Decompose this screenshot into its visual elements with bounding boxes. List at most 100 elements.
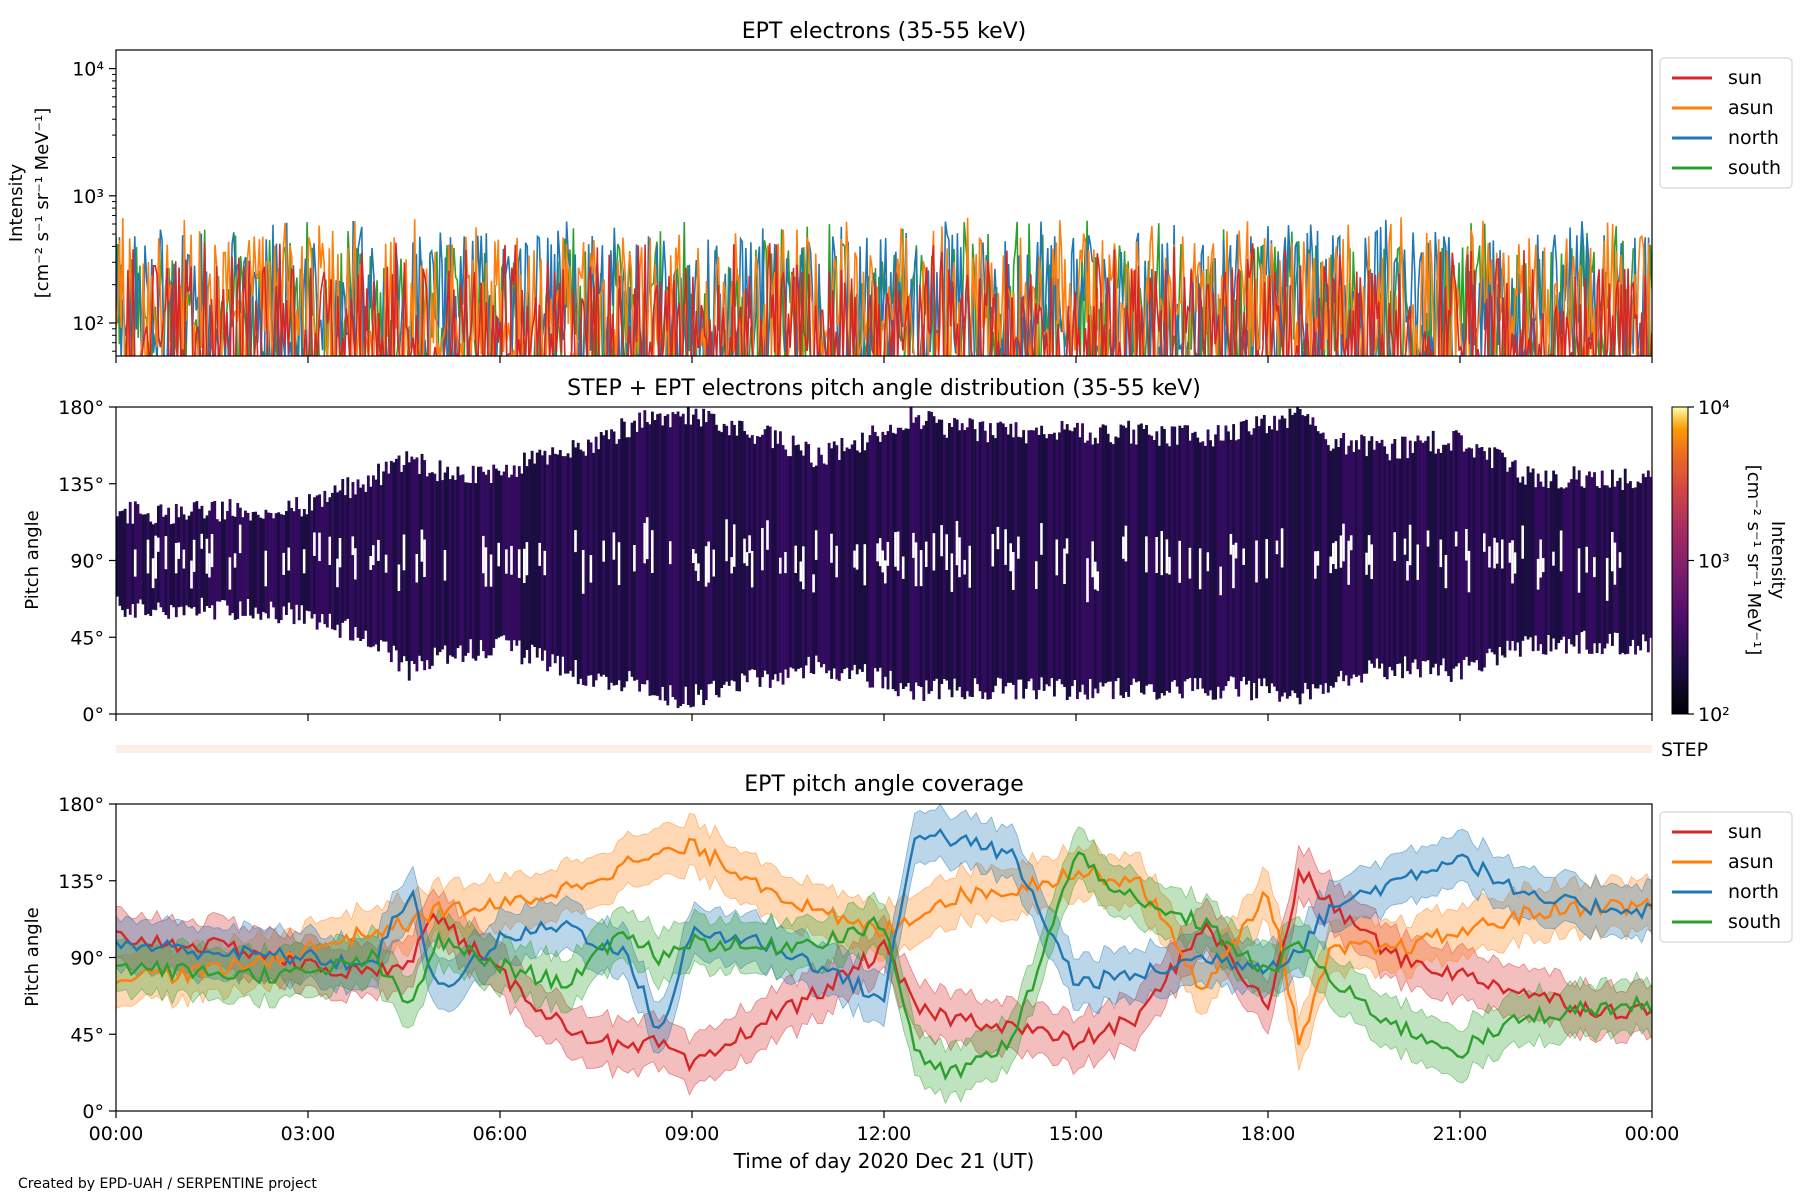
heatmap-column [325, 502, 329, 628]
heatmap-column [277, 512, 281, 624]
heatmap-column [1324, 439, 1328, 684]
heatmap-column [1472, 457, 1476, 663]
heatmap-column [837, 460, 841, 681]
heatmap-column [553, 453, 557, 664]
y-tick-label: 90° [70, 551, 104, 573]
heatmap-column [333, 485, 337, 631]
heatmap-column [413, 459, 416, 664]
heatmap-column [822, 463, 826, 665]
heatmap-column [1196, 437, 1200, 690]
heatmap-column [571, 440, 575, 677]
heatmap-column [797, 444, 800, 669]
heatmap-column [684, 424, 688, 687]
y-tick-label: 0° [82, 1101, 104, 1123]
heatmap-gap [182, 549, 186, 569]
heatmap-column [441, 480, 444, 650]
heatmap-column [1096, 443, 1100, 694]
heatmap-column [305, 514, 309, 611]
heatmap-gap [384, 554, 388, 573]
heatmap-column [1600, 470, 1604, 655]
heatmap-gap [1009, 543, 1013, 572]
heatmap-column [569, 457, 572, 671]
heatmap-column [1411, 452, 1415, 663]
heatmap-column [1216, 425, 1220, 687]
heatmap-gap [958, 537, 962, 578]
heatmap-column [1073, 427, 1077, 680]
heatmap-column [1631, 488, 1635, 640]
heatmap-gap [1342, 523, 1346, 562]
heatmap-column [843, 451, 846, 670]
heatmap-column [446, 466, 450, 664]
heatmap-column [459, 475, 462, 646]
heatmap-gap [543, 550, 547, 576]
heatmap-column [410, 456, 414, 661]
heatmap-column [1454, 430, 1458, 667]
heatmap-column [994, 438, 997, 686]
heatmap-gap [1467, 550, 1471, 593]
heatmap-gap [1035, 561, 1038, 589]
heatmap-column [1229, 439, 1233, 677]
panel1-title: EPT electrons (35-55 keV) [742, 19, 1027, 44]
heatmap-gap [1593, 557, 1596, 578]
heatmap-gap [484, 547, 488, 587]
heatmap-column [620, 418, 624, 692]
heatmap-column [840, 438, 844, 674]
heatmap-column [374, 479, 378, 645]
heatmap-column [190, 511, 194, 609]
heatmap-column [1319, 433, 1323, 685]
credit-text: Created by EPD-UAH / SERPENTINE project [18, 1176, 317, 1192]
heatmap-gap [538, 542, 542, 566]
heatmap-column [1570, 479, 1573, 645]
heatmap-gap [1408, 524, 1412, 566]
heatmap-column [1526, 466, 1530, 640]
heatmap-column [607, 439, 611, 690]
heatmap-column [738, 420, 741, 692]
x-tick-label: 00:00 [89, 1123, 144, 1145]
heatmap-gap [766, 520, 770, 550]
heatmap-column [953, 418, 956, 679]
heatmap-column [1224, 425, 1228, 687]
heatmap-column [1462, 451, 1466, 660]
heatmap-gap [1086, 558, 1090, 603]
panel1-y-ticks: 10² 10³ 10⁴ [72, 59, 116, 352]
heatmap-column [121, 510, 124, 611]
heatmap-gap [932, 533, 936, 571]
heatmap-column [1296, 407, 1300, 698]
y-tick-label: 180° [58, 794, 104, 816]
heatmap-column [1649, 476, 1652, 638]
heatmap-gap [794, 545, 798, 573]
heatmap-column [1385, 453, 1389, 680]
heatmap-column [300, 516, 304, 606]
heatmap-gap [748, 535, 752, 554]
heatmap-column [507, 477, 511, 641]
heatmap-gap [510, 545, 514, 575]
heatmap-column [272, 518, 276, 608]
heatmap-column [1127, 420, 1131, 697]
heatmap-column [392, 462, 396, 646]
heatmap-column [1201, 441, 1205, 689]
heatmap-column [448, 479, 452, 656]
heatmap-column [1204, 445, 1207, 694]
heatmap-column [1209, 440, 1212, 691]
heatmap-column [699, 426, 703, 690]
heatmap-column [1298, 409, 1302, 705]
heatmap-column [781, 445, 785, 685]
heatmap-column [996, 422, 1000, 678]
panel1-ylabel-line2: [cm⁻² s⁻¹ sr⁻¹ MeV⁻¹] [32, 108, 53, 299]
heatmap-column [530, 450, 534, 645]
heatmap-gap [157, 537, 160, 552]
heatmap-gap [1577, 548, 1581, 593]
heatmap-gap [878, 538, 882, 567]
heatmap-column [1516, 477, 1520, 643]
heatmap-column [999, 421, 1003, 679]
heatmap-column [868, 435, 872, 688]
heatmap-column [141, 514, 145, 605]
heatmap-gap [210, 534, 214, 568]
heatmap-column [1250, 434, 1253, 701]
heatmap-column [418, 474, 421, 656]
x-tick-label: 06:00 [473, 1123, 528, 1145]
heatmap-gap [799, 561, 803, 582]
heatmap-column [336, 492, 340, 625]
heatmap-column [720, 432, 724, 688]
heatmap-gap [968, 545, 972, 588]
